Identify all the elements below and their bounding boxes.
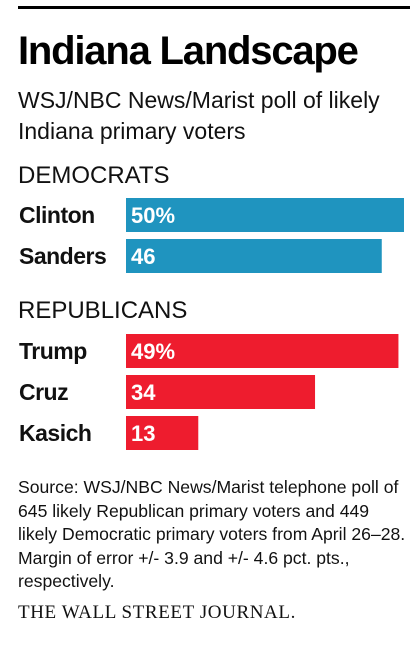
- data-label-sanders: 46: [131, 244, 155, 269]
- top-rule: [18, 6, 410, 9]
- source-note: Source: WSJ/NBC News/Marist telephone po…: [18, 477, 406, 591]
- chart-subtitle: WSJ/NBC News/Marist poll of likely India…: [18, 87, 380, 144]
- data-label-trump: 49%: [131, 339, 175, 364]
- group-label-democrats: DEMOCRATS: [18, 162, 170, 189]
- category-label-clinton: Clinton: [19, 202, 95, 228]
- bar-cruz: [126, 375, 316, 409]
- category-label-kasich: Kasich: [19, 420, 91, 446]
- category-label-sanders: Sanders: [19, 243, 106, 269]
- category-label-cruz: Cruz: [19, 379, 68, 405]
- category-label-trump: Trump: [19, 338, 87, 364]
- bar-sanders: [126, 239, 382, 273]
- data-label-kasich: 13: [131, 421, 155, 446]
- bar-kasich: [126, 416, 199, 450]
- bar-clinton: [126, 198, 404, 232]
- data-label-cruz: 34: [131, 380, 156, 405]
- group-label-republicans: REPUBLICANS: [18, 297, 188, 324]
- bar-chart: Clinton 50% Sanders 46 Trump 49% Cruz 34 Kasich 1…: [19, 198, 404, 450]
- bar-trump: [126, 334, 399, 368]
- publisher-logo: THE WALL STREET JOURNAL.: [18, 602, 296, 623]
- chart-title: Indiana Landscape: [18, 29, 359, 73]
- data-label-clinton: 50%: [131, 203, 175, 228]
